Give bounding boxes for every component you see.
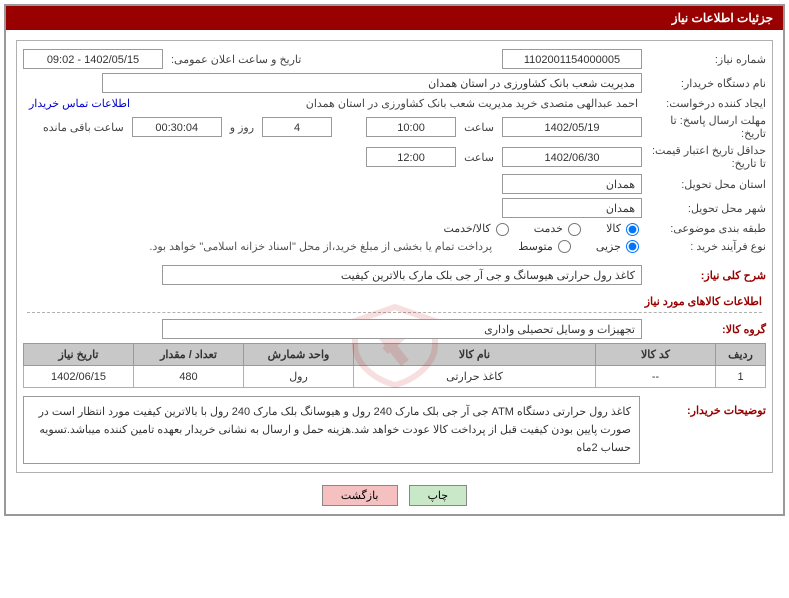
radio-class-goods-label[interactable]: کالا — [606, 222, 642, 236]
back-button[interactable]: بازگشت — [322, 485, 398, 506]
cell-qty: 480 — [134, 366, 244, 388]
radio-class-goods[interactable] — [626, 223, 639, 236]
radio-ptype-medium-text: متوسط — [518, 241, 553, 253]
label-purchase-type: نوع فرآیند خرید : — [646, 240, 766, 253]
radio-class-both-label[interactable]: کالا/خدمت — [443, 222, 511, 236]
radio-ptype-medium[interactable] — [558, 240, 571, 253]
label-buyer-org: نام دستگاه خریدار: — [646, 77, 766, 90]
cell-unit: رول — [244, 366, 354, 388]
panel-title: جزئیات اطلاعات نیاز — [6, 6, 783, 30]
field-reply-time: 10:00 — [366, 117, 456, 137]
radio-class-service-text: خدمت — [534, 223, 563, 235]
th-need-date: تاریخ نیاز — [24, 344, 134, 366]
radio-class-service[interactable] — [568, 223, 581, 236]
radio-ptype-medium-label[interactable]: متوسط — [518, 240, 574, 254]
field-quote-date: 1402/06/30 — [502, 147, 642, 167]
label-goods-group: گروه کالا: — [646, 323, 766, 336]
radio-class-both[interactable] — [496, 223, 509, 236]
field-remaining-time: 00:30:04 — [132, 117, 222, 137]
label-buyer-notes: توضیحات خریدار: — [646, 394, 766, 417]
th-name: نام کالا — [354, 344, 596, 366]
label-overall-desc: شرح کلی نیاز: — [646, 269, 766, 282]
table-row: 1--کاغذ حرارتیرول4801402/06/15 — [24, 366, 766, 388]
table-header-row: ردیف کد کالا نام کالا واحد شمارش تعداد /… — [24, 344, 766, 366]
radio-class-both-text: کالا/خدمت — [443, 223, 490, 235]
button-row: چاپ بازگشت — [6, 485, 783, 506]
cell-code: -- — [596, 366, 716, 388]
radio-ptype-partial-text: جزیی — [596, 241, 621, 253]
link-buyer-contact[interactable]: اطلاعات تماس خریدار — [23, 97, 136, 110]
label-requester: ایجاد کننده درخواست: — [646, 97, 766, 110]
radio-class-service-label[interactable]: خدمت — [534, 222, 584, 236]
cell-row: 1 — [716, 366, 766, 388]
th-row: ردیف — [716, 344, 766, 366]
section-goods-info: اطلاعات کالاهای مورد نیاز — [27, 295, 762, 313]
field-province: همدان — [502, 174, 642, 194]
field-reply-date: 1402/05/19 — [502, 117, 642, 137]
cell-need_date: 1402/06/15 — [24, 366, 134, 388]
print-button[interactable]: چاپ — [409, 485, 468, 506]
th-qty: تعداد / مقدار — [134, 344, 244, 366]
payment-note: پرداخت تمام یا بخشی از مبلغ خرید،از محل … — [149, 240, 496, 253]
th-unit: واحد شمارش — [244, 344, 354, 366]
radio-ptype-partial-label[interactable]: جزیی — [596, 240, 642, 254]
label-need-no: شماره نیاز: — [646, 53, 766, 66]
field-city: همدان — [502, 198, 642, 218]
text-requester: احمد عبدالهی متصدی خرید مدیریت شعب بانک … — [140, 97, 642, 110]
panel-body: شماره نیاز: 1102001154000005 تاریخ و ساع… — [16, 40, 773, 473]
field-buyer-org: مدیریت شعب بانک کشاورزی در استان همدان — [102, 73, 642, 93]
field-remaining-days: 4 — [262, 117, 332, 137]
label-time-2: ساعت — [460, 151, 498, 164]
label-days-and: روز و — [226, 121, 258, 134]
radio-class-goods-text: کالا — [606, 223, 621, 235]
label-classification: طبقه بندی موضوعی: — [646, 222, 766, 235]
field-need-no: 1102001154000005 — [502, 49, 642, 69]
label-reply-deadline: مهلت ارسال پاسخ: تا تاریخ: — [646, 114, 766, 140]
label-time-1: ساعت — [460, 121, 498, 134]
field-overall-desc: کاغذ رول حرارتی هیوسانگ و جی آر جی بلک م… — [162, 265, 642, 285]
cell-name: کاغذ حرارتی — [354, 366, 596, 388]
outer-frame: جزئیات اطلاعات نیاز شماره نیاز: 11020011… — [4, 4, 785, 516]
radio-ptype-partial[interactable] — [626, 240, 639, 253]
field-announce: 1402/05/15 - 09:02 — [23, 49, 163, 69]
label-quote-valid: حداقل تاریخ اعتبار قیمت: تا تاریخ: — [646, 144, 766, 170]
label-city: شهر محل تحویل: — [646, 202, 766, 215]
field-goods-group: تجهیزات و وسایل تحصیلی واداری — [162, 319, 642, 339]
field-quote-time: 12:00 — [366, 147, 456, 167]
label-announce: تاریخ و ساعت اعلان عمومی: — [167, 53, 305, 66]
label-province: استان محل تحویل: — [646, 178, 766, 191]
goods-table: ردیف کد کالا نام کالا واحد شمارش تعداد /… — [23, 343, 766, 388]
th-code: کد کالا — [596, 344, 716, 366]
label-remaining: ساعت باقی مانده — [39, 121, 128, 134]
field-buyer-notes: کاغذ رول حرارتی دستگاه ATM جی آر جی بلک … — [23, 396, 640, 464]
